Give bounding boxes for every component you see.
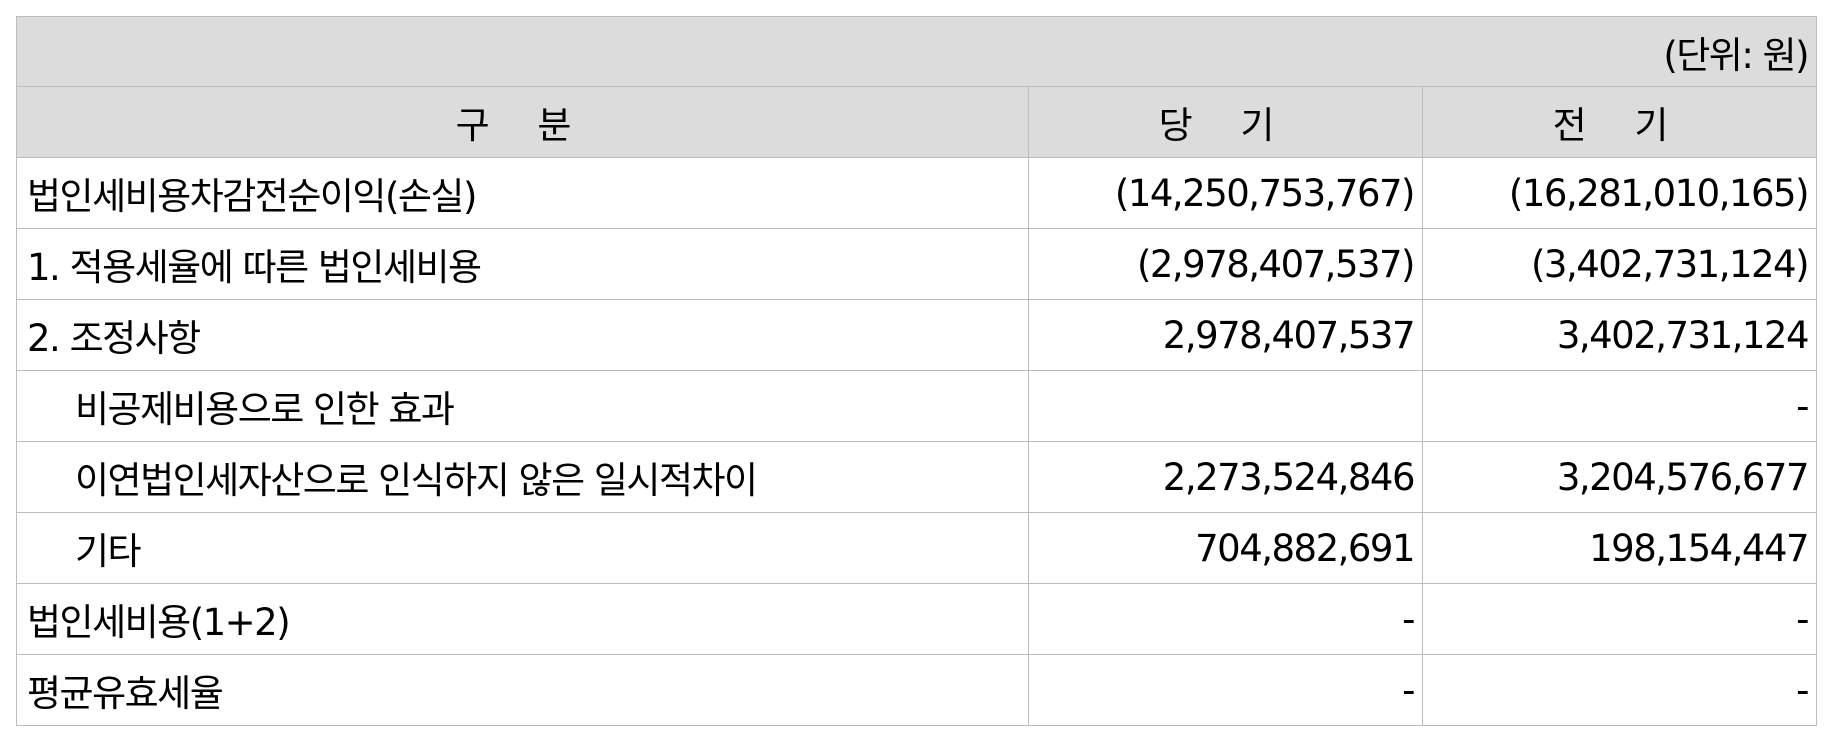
row-current-value: 2,273,524,846 bbox=[1028, 441, 1423, 513]
table-row: 비공제비용으로 인한 효과 - bbox=[16, 370, 1818, 442]
row-label: 2. 조정사항 bbox=[16, 299, 1029, 371]
row-label: 1. 적용세율에 따른 법인세비용 bbox=[16, 228, 1029, 300]
row-label: 기타 bbox=[16, 512, 1029, 584]
row-label: 법인세비용차감전순이익(손실) bbox=[16, 157, 1029, 229]
row-current-value: 2,978,407,537 bbox=[1028, 299, 1423, 371]
row-prior-value: (3,402,731,124) bbox=[1421, 228, 1818, 300]
tax-reconciliation-table: (단위: 원) 구 분 당 기 전 기 법인세비용차감전순이익(손실) (14,… bbox=[15, 16, 1818, 726]
table-row: 평균유효세율 - - bbox=[16, 654, 1818, 726]
row-prior-value: - bbox=[1421, 370, 1818, 442]
table-row: 1. 적용세율에 따른 법인세비용 (2,978,407,537) (3,402… bbox=[16, 228, 1818, 300]
row-prior-value: 198,154,447 bbox=[1421, 512, 1818, 584]
row-label: 법인세비용(1+2) bbox=[16, 583, 1029, 655]
unit-row: (단위: 원) bbox=[15, 16, 1818, 87]
row-prior-value: (16,281,010,165) bbox=[1421, 157, 1818, 229]
row-label: 이연법인세자산으로 인식하지 않은 일시적차이 bbox=[16, 441, 1029, 513]
row-current-value: - bbox=[1028, 654, 1423, 726]
row-prior-value: 3,402,731,124 bbox=[1421, 299, 1818, 371]
row-current-value: (2,978,407,537) bbox=[1028, 228, 1423, 300]
table-row: 2. 조정사항 2,978,407,537 3,402,731,124 bbox=[16, 299, 1818, 371]
row-label: 비공제비용으로 인한 효과 bbox=[16, 370, 1029, 442]
row-current-value: (14,250,753,767) bbox=[1028, 157, 1423, 229]
header-row: 구 분 당 기 전 기 bbox=[16, 86, 1818, 158]
table-row: 법인세비용(1+2) - - bbox=[16, 583, 1818, 655]
header-category: 구 분 bbox=[16, 86, 1029, 158]
header-current-period: 당 기 bbox=[1028, 86, 1423, 158]
table-row: 법인세비용차감전순이익(손실) (14,250,753,767) (16,281… bbox=[16, 157, 1818, 229]
row-current-value bbox=[1028, 370, 1423, 442]
header-prior-period: 전 기 bbox=[1421, 86, 1818, 158]
table-row: 기타 704,882,691 198,154,447 bbox=[16, 512, 1818, 584]
row-current-value: 704,882,691 bbox=[1028, 512, 1423, 584]
row-label: 평균유효세율 bbox=[16, 654, 1029, 726]
row-prior-value: 3,204,576,677 bbox=[1421, 441, 1818, 513]
row-prior-value: - bbox=[1421, 583, 1818, 655]
row-prior-value: - bbox=[1421, 654, 1818, 726]
tax-reconciliation-table-container: (단위: 원) 구 분 당 기 전 기 법인세비용차감전순이익(손실) (14,… bbox=[15, 16, 1818, 726]
row-current-value: - bbox=[1028, 583, 1423, 655]
unit-label: (단위: 원) bbox=[15, 16, 1818, 87]
table-row: 이연법인세자산으로 인식하지 않은 일시적차이 2,273,524,846 3,… bbox=[16, 441, 1818, 513]
